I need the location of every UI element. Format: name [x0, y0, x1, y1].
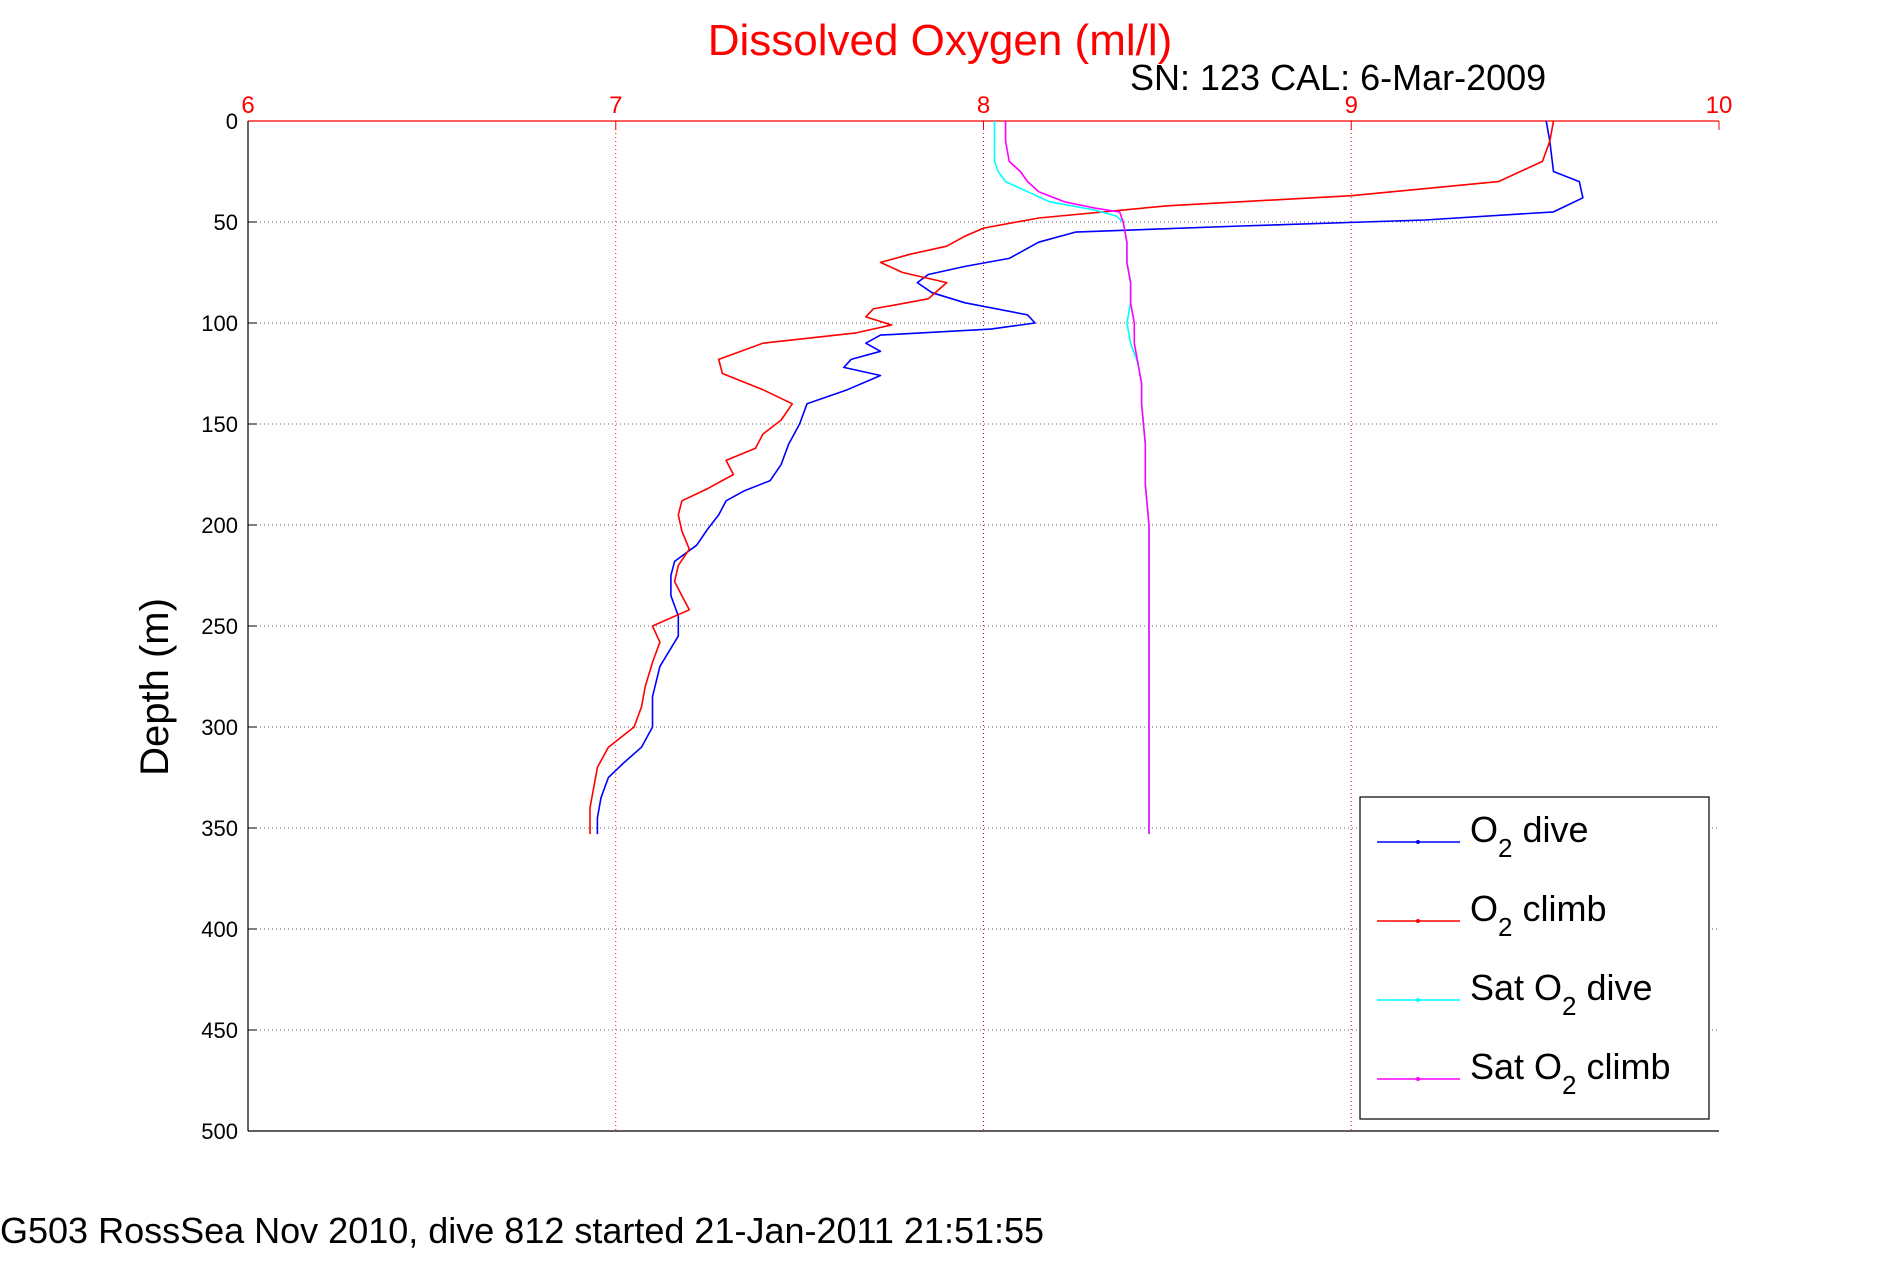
y-tick-label: 300: [201, 715, 238, 740]
y-tick-label: 400: [201, 917, 238, 942]
series-line-2: [589, 120, 1555, 835]
x-tick-label: 9: [1345, 92, 1358, 119]
y-tick-label: 200: [201, 513, 238, 538]
chart-title: Dissolved Oxygen (ml/l): [708, 16, 1173, 65]
y-tick-label: 450: [201, 1018, 238, 1043]
series-group: [589, 120, 1584, 835]
legend-label: Sat O2 climb: [1470, 1046, 1671, 1100]
y-tick-label: 350: [201, 816, 238, 841]
y-axis-label: Depth (m): [133, 598, 177, 776]
series-line-4: [1004, 121, 1150, 835]
x-tick-label: 6: [241, 92, 254, 119]
y-tick-label: 250: [201, 614, 238, 639]
x-tick-label: 10: [1706, 92, 1733, 119]
legend-marker: [1416, 998, 1420, 1002]
y-tick-label: 100: [201, 311, 238, 336]
legend-marker: [1416, 919, 1420, 923]
legend-label: O2 dive: [1470, 809, 1589, 863]
y-tick-label: 150: [201, 412, 238, 437]
legend-box: [1359, 796, 1710, 1120]
x-tick-label: 7: [609, 92, 622, 119]
grid-lines: [248, 121, 1719, 1131]
y-tick-label: 50: [214, 210, 238, 235]
legend: O2 dive O2 climb Sat O2 dive Sat O2 climb: [1359, 796, 1710, 1120]
y-tick-label: 0: [226, 109, 238, 134]
series-line-1: [596, 120, 1584, 835]
legend-label: Sat O2 dive: [1470, 967, 1653, 1021]
y-tick-label: 500: [201, 1119, 238, 1144]
legend-marker: [1416, 1077, 1420, 1081]
legend-label: O2 climb: [1470, 888, 1607, 942]
legend-marker: [1416, 840, 1420, 844]
x-tick-label: 8: [977, 92, 990, 119]
chart-subtitle: SN: 123 CAL: 6-Mar-2009: [1130, 57, 1546, 98]
footer-caption: G503 RossSea Nov 2010, dive 812 started …: [0, 1210, 1044, 1251]
